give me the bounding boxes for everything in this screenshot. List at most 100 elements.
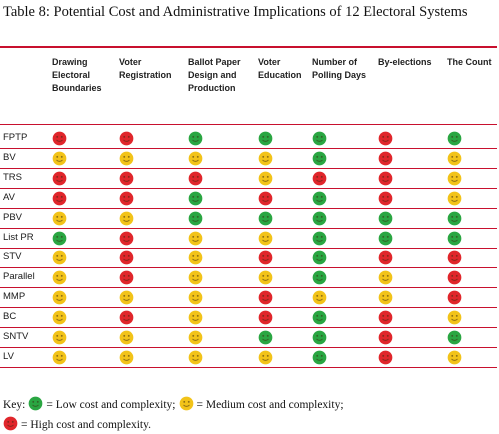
row-label: STV: [3, 251, 22, 263]
row-divider: [0, 327, 497, 329]
yellow-smiley-icon: [119, 290, 134, 305]
red-smiley-icon: [119, 310, 134, 325]
red-smiley-icon: [378, 171, 393, 186]
col-header-the-count: The Count: [447, 57, 492, 67]
yellow-smiley-icon: [188, 350, 203, 365]
red-smiley-icon: [119, 131, 134, 146]
key-line-2: = High cost and complexity.: [3, 416, 151, 434]
table-row: STV: [0, 247, 497, 269]
red-smiley-icon: [119, 171, 134, 186]
row-label: List PR: [3, 231, 34, 243]
yellow-smiley-icon: [52, 290, 67, 305]
table-row: BV: [0, 148, 497, 169]
yellow-smiley-icon: [188, 310, 203, 325]
key-medium-text: = Medium cost and complexity;: [196, 399, 344, 411]
table-row: Parallel: [0, 267, 497, 289]
red-smiley-icon: [447, 290, 462, 305]
green-smiley-icon: [258, 211, 273, 226]
green-smiley-icon: [188, 131, 203, 146]
key-low-text: = Low cost and complexity;: [46, 399, 176, 411]
row-label: LV: [3, 350, 14, 362]
yellow-smiley-icon: [378, 270, 393, 285]
green-smiley-icon: [312, 211, 327, 226]
yellow-smiley-icon: [52, 350, 67, 365]
table-row: SNTV: [0, 327, 497, 348]
row-divider: [0, 148, 497, 149]
col-header-by-elections: By-elections: [378, 57, 432, 67]
red-smiley-icon: [378, 151, 393, 166]
green-smiley-icon: [52, 231, 67, 246]
red-smiley-icon: [119, 250, 134, 265]
red-smiley-icon: [258, 310, 273, 325]
row-divider: [0, 207, 497, 209]
green-smiley-icon: [312, 310, 327, 325]
red-smiley-icon: [119, 270, 134, 285]
green-smiley-icon: [447, 330, 462, 345]
green-smiley-icon: [312, 250, 327, 265]
red-smiley-icon: [378, 330, 393, 345]
yellow-smiley-icon: [188, 151, 203, 166]
key-label: Key:: [3, 399, 26, 411]
table-row: PBV: [0, 208, 497, 229]
green-smiley-icon: [312, 231, 327, 246]
red-smiley-icon: [3, 416, 18, 434]
row-label: BC: [3, 311, 17, 323]
row-label: AV: [3, 191, 15, 203]
yellow-smiley-icon: [258, 231, 273, 246]
yellow-smiley-icon: [447, 350, 462, 365]
row-label: Parallel: [3, 271, 35, 283]
green-smiley-icon: [378, 231, 393, 246]
row-label: BV: [3, 151, 16, 163]
row-label: FPTP: [3, 132, 28, 143]
yellow-smiley-icon: [52, 330, 67, 345]
green-smiley-icon: [312, 270, 327, 285]
red-smiley-icon: [119, 191, 134, 206]
col-header-voter-registration: Voter Registration: [119, 57, 172, 80]
green-smiley-icon: [188, 191, 203, 206]
row-label: TRS: [3, 171, 22, 183]
yellow-smiley-icon: [447, 191, 462, 206]
table-row: MMP: [0, 287, 497, 309]
row-divider: [0, 227, 497, 229]
red-smiley-icon: [447, 270, 462, 285]
green-smiley-icon: [312, 191, 327, 206]
yellow-smiley-icon: [52, 310, 67, 325]
yellow-smiley-icon: [258, 151, 273, 166]
green-smiley-icon: [312, 131, 327, 146]
yellow-smiley-icon: [258, 171, 273, 186]
table-title: Table 8: Potential Cost and Administrati…: [3, 4, 468, 20]
yellow-smiley-icon: [52, 270, 67, 285]
row-divider: [0, 247, 497, 249]
yellow-smiley-icon: [52, 211, 67, 226]
green-smiley-icon: [312, 151, 327, 166]
table-row: FPTP: [0, 128, 497, 149]
yellow-smiley-icon: [52, 151, 67, 166]
red-smiley-icon: [378, 131, 393, 146]
green-smiley-icon: [447, 211, 462, 226]
red-smiley-icon: [258, 250, 273, 265]
green-smiley-icon: [447, 131, 462, 146]
yellow-smiley-icon: [119, 330, 134, 345]
row-divider: [0, 347, 497, 348]
yellow-smiley-icon: [258, 350, 273, 365]
yellow-smiley-icon: [119, 350, 134, 365]
red-smiley-icon: [378, 350, 393, 365]
row-label: PBV: [3, 211, 23, 223]
red-smiley-icon: [378, 191, 393, 206]
yellow-smiley-icon: [447, 151, 462, 166]
red-smiley-icon: [378, 310, 393, 325]
yellow-smiley-icon: [378, 290, 393, 305]
yellow-smiley-icon: [188, 231, 203, 246]
table-row: BC: [0, 307, 497, 329]
green-smiley-icon: [312, 330, 327, 345]
row-divider: [0, 307, 497, 309]
red-smiley-icon: [52, 131, 67, 146]
key-line-1: Key: = Low cost and complexity; = Medium…: [3, 396, 344, 414]
yellow-smiley-icon: [258, 270, 273, 285]
red-smiley-icon: [378, 250, 393, 265]
red-smiley-icon: [258, 191, 273, 206]
header-rule: [0, 124, 497, 125]
red-smiley-icon: [447, 250, 462, 265]
col-header-drawing-boundaries: Drawing Electoral Boundaries: [52, 57, 102, 93]
green-smiley-icon: [312, 350, 327, 365]
